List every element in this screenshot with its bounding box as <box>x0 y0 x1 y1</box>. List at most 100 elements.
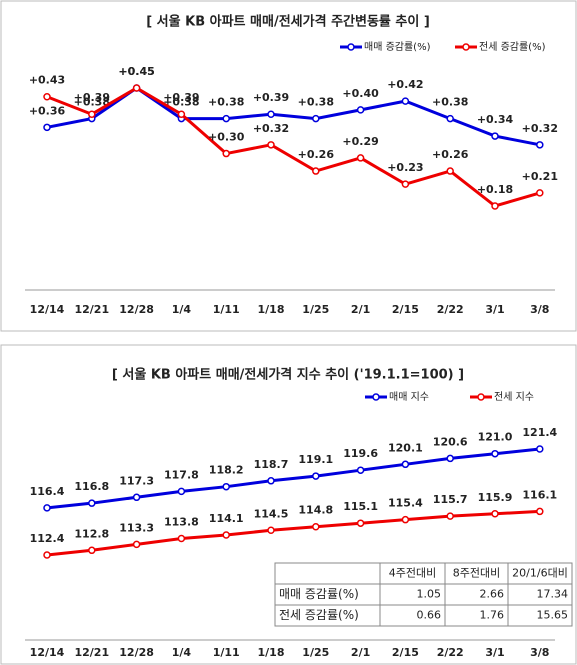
data-point <box>446 454 454 463</box>
data-label: 121.0 <box>478 431 513 444</box>
data-point <box>88 110 96 118</box>
table-header: 4주전대비 <box>389 567 436 580</box>
data-point <box>491 449 499 458</box>
data-label: 119.6 <box>343 447 378 460</box>
data-label: 113.8 <box>164 516 199 529</box>
data-point <box>356 106 365 114</box>
data-point <box>401 180 410 188</box>
series-line <box>46 509 540 557</box>
data-label: 120.6 <box>433 435 468 448</box>
data-point <box>88 499 96 507</box>
data-label: +0.39 <box>74 91 110 104</box>
data-label: +0.38 <box>208 96 244 109</box>
series-line <box>46 86 541 208</box>
data-point <box>312 522 320 531</box>
data-label: 116.4 <box>30 485 65 498</box>
x-tick-label: 3/8 <box>530 303 549 316</box>
data-point <box>491 132 499 140</box>
data-point <box>177 110 186 118</box>
data-point <box>536 445 544 453</box>
data-point <box>43 504 51 512</box>
data-label: 112.4 <box>30 532 65 545</box>
data-point <box>132 84 141 92</box>
chart-frame <box>0 0 577 332</box>
data-point <box>222 531 230 539</box>
x-tick-label: 2/15 <box>392 303 419 316</box>
data-label: +0.29 <box>342 135 378 148</box>
x-tick-label: 3/1 <box>485 646 504 659</box>
x-tick-label: 1/11 <box>213 646 240 659</box>
data-point <box>43 123 51 132</box>
data-label: 115.4 <box>388 497 423 510</box>
x-tick-label: 12/28 <box>119 646 154 659</box>
data-point <box>491 510 499 518</box>
data-label: +0.32 <box>253 122 289 135</box>
data-point <box>267 526 275 535</box>
table-row-label: 전세 증감률(%) <box>279 608 359 622</box>
data-point <box>446 512 454 520</box>
x-tick-label: 2/22 <box>437 646 464 659</box>
data-point <box>446 167 454 175</box>
x-tick-label: 2/15 <box>392 646 419 659</box>
data-point <box>43 92 51 101</box>
data-label: 114.5 <box>254 507 289 520</box>
data-point <box>177 487 186 496</box>
data-point <box>356 154 365 162</box>
data-label: +0.43 <box>29 74 65 87</box>
x-tick-label: 2/1 <box>351 646 370 659</box>
table-cell: 15.65 <box>537 609 569 622</box>
data-point <box>446 114 454 123</box>
legend-marker <box>462 43 470 51</box>
legend-label: 전세 증감률(%) <box>479 41 546 53</box>
data-point <box>536 141 544 149</box>
data-point <box>401 515 410 524</box>
x-tick-label: 12/28 <box>119 303 154 316</box>
data-label: +0.38 <box>432 96 468 109</box>
data-label: 116.8 <box>74 480 109 493</box>
data-point <box>536 507 544 516</box>
data-point <box>222 114 230 123</box>
data-label: 113.3 <box>119 521 154 534</box>
x-tick-label: 3/1 <box>485 303 504 316</box>
data-label: +0.45 <box>118 65 154 78</box>
data-point <box>267 141 275 149</box>
legend-marker <box>477 393 485 401</box>
data-label: +0.34 <box>477 113 514 126</box>
data-label: 112.8 <box>74 527 109 540</box>
data-point <box>267 477 275 485</box>
data-point <box>401 460 410 469</box>
x-tick-label: 2/22 <box>437 303 464 316</box>
chart-title: [ 서울 KB 아파트 매매/전세가격 지수 추이 ('19.1.1=100) … <box>112 367 464 383</box>
chart-title: [ 서울 KB 아파트 매매/전세가격 주간변동률 추이 ] <box>146 14 430 30</box>
table-bg <box>274 562 573 627</box>
table-cell: 1.05 <box>417 588 442 601</box>
data-label: 121.4 <box>522 426 557 439</box>
series-line <box>46 447 540 510</box>
x-tick-label: 12/21 <box>74 646 109 659</box>
x-tick-label: 1/4 <box>172 303 192 316</box>
data-point <box>312 114 320 123</box>
data-label: 118.7 <box>254 458 289 471</box>
data-label: +0.30 <box>208 131 245 144</box>
data-label: +0.42 <box>387 78 423 91</box>
data-label: +0.38 <box>163 96 199 109</box>
data-label: +0.39 <box>253 91 289 104</box>
data-label: 118.2 <box>209 464 244 477</box>
data-label: 119.1 <box>298 453 333 466</box>
data-label: +0.38 <box>74 96 110 109</box>
data-point <box>222 149 230 158</box>
table-header: 8주전대비 <box>453 567 500 580</box>
legend-marker <box>347 43 355 51</box>
data-point <box>132 540 141 549</box>
x-tick-label: 1/25 <box>302 646 329 659</box>
legend-marker <box>372 393 380 401</box>
x-tick-label: 12/14 <box>30 646 65 659</box>
data-point <box>536 189 544 197</box>
data-label: +0.21 <box>522 170 558 183</box>
data-point <box>401 97 410 105</box>
data-label: 115.9 <box>478 491 513 504</box>
table-cell: 2.66 <box>480 588 505 601</box>
data-label: +0.18 <box>477 183 513 196</box>
